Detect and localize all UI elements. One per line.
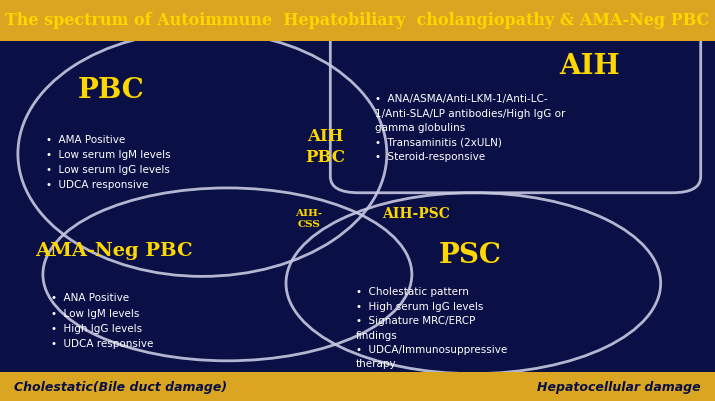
FancyBboxPatch shape: [0, 0, 715, 42]
Text: PBC: PBC: [77, 77, 144, 104]
Text: PSC: PSC: [439, 241, 502, 268]
Text: Cholestatic(Bile duct damage): Cholestatic(Bile duct damage): [14, 380, 227, 393]
Text: AIH-
CSS: AIH- CSS: [295, 209, 322, 228]
FancyBboxPatch shape: [0, 372, 715, 401]
Text: AIH-PSC: AIH-PSC: [383, 207, 450, 220]
Text: •  Cholestatic pattern
•  High serum IgG levels
•  Signature MRC/ERCP
findings
•: • Cholestatic pattern • High serum IgG l…: [356, 287, 508, 369]
Text: •  ANA/ASMA/Anti-LKM-1/Anti-LC-
1/Anti-SLA/LP antibodies/High IgG or
gamma globu: • ANA/ASMA/Anti-LKM-1/Anti-LC- 1/Anti-SL…: [375, 94, 566, 162]
Text: AIH
PBC: AIH PBC: [305, 128, 345, 165]
Text: Hepatocellular damage: Hepatocellular damage: [537, 380, 701, 393]
Text: AMA-Neg PBC: AMA-Neg PBC: [36, 242, 193, 259]
Text: •  ANA Positive
•  Low IgM levels
•  High IgG levels
•  UDCA responsive: • ANA Positive • Low IgM levels • High I…: [51, 293, 154, 348]
Text: •  AMA Positive
•  Low serum IgM levels
•  Low serum IgG levels
•  UDCA responsi: • AMA Positive • Low serum IgM levels • …: [46, 134, 171, 190]
Text: The spectrum of Autoimmune  Hepatobiliary  cholangiopathy & AMA-Neg PBC: The spectrum of Autoimmune Hepatobiliary…: [6, 12, 709, 29]
Text: AIH: AIH: [560, 53, 620, 80]
